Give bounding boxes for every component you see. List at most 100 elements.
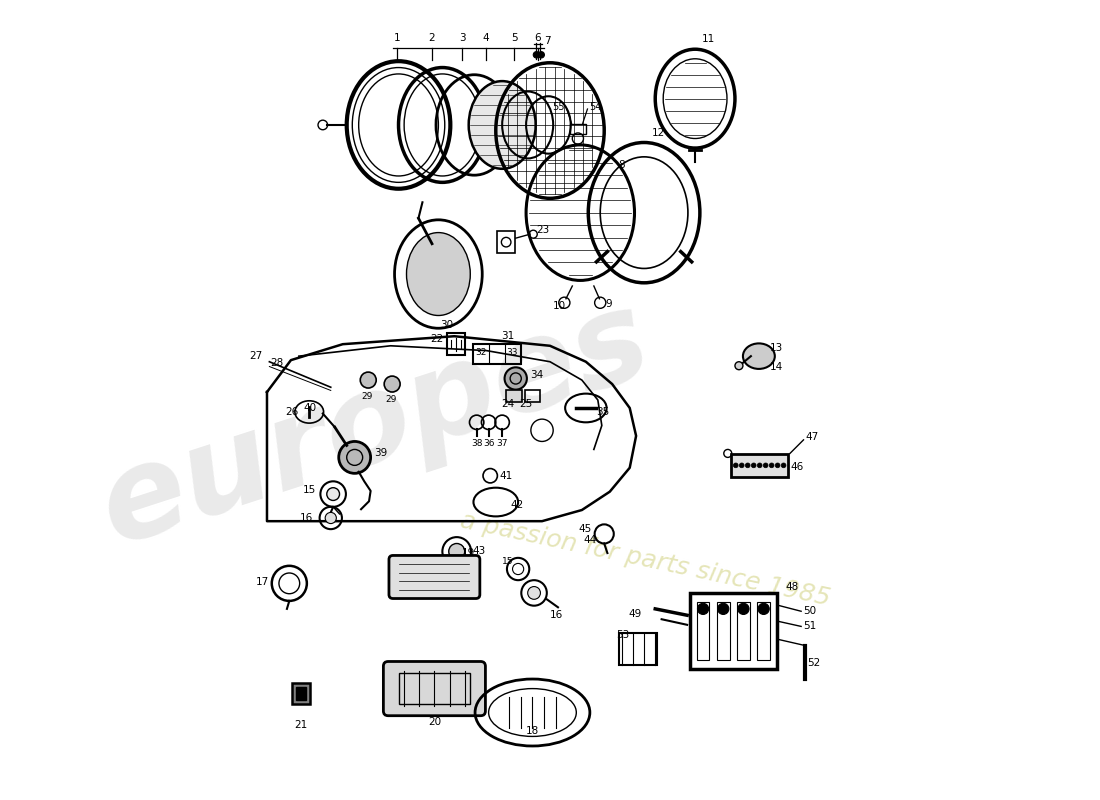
Circle shape	[746, 463, 750, 468]
Text: 34: 34	[530, 370, 543, 380]
Ellipse shape	[407, 233, 471, 315]
Circle shape	[538, 52, 544, 58]
Text: 25: 25	[519, 399, 532, 409]
Text: 38: 38	[471, 439, 483, 448]
Text: 16: 16	[550, 610, 563, 620]
Bar	[296, 687, 307, 700]
Text: a passion for parts since 1985: a passion for parts since 1985	[459, 509, 833, 610]
Text: europes: europes	[85, 278, 664, 570]
Circle shape	[534, 52, 540, 58]
Text: 53: 53	[616, 630, 629, 640]
Bar	[506, 390, 522, 402]
Text: 40: 40	[304, 403, 317, 413]
Bar	[690, 594, 778, 669]
Bar	[732, 454, 789, 477]
Text: 13: 13	[770, 343, 783, 353]
Text: 28: 28	[271, 358, 284, 368]
Text: 4: 4	[483, 33, 490, 43]
Text: 31: 31	[502, 331, 515, 342]
Text: 36: 36	[483, 439, 494, 448]
Text: 15: 15	[503, 557, 514, 566]
Text: 42: 42	[510, 500, 524, 510]
Text: 51: 51	[803, 622, 817, 631]
Circle shape	[361, 372, 376, 388]
Circle shape	[738, 603, 749, 614]
Text: 6: 6	[535, 33, 541, 43]
Text: 52: 52	[807, 658, 821, 668]
Circle shape	[776, 463, 780, 468]
Text: 55: 55	[552, 102, 565, 112]
Circle shape	[384, 376, 400, 392]
Text: 7: 7	[543, 36, 550, 46]
Circle shape	[757, 463, 762, 468]
Text: 41: 41	[499, 470, 513, 481]
Circle shape	[339, 442, 371, 474]
Ellipse shape	[469, 81, 536, 169]
Text: 12: 12	[652, 128, 666, 138]
Text: 26: 26	[285, 407, 298, 417]
Circle shape	[735, 362, 743, 370]
Circle shape	[449, 543, 464, 559]
Bar	[293, 683, 310, 704]
FancyBboxPatch shape	[384, 662, 485, 716]
Text: 11: 11	[702, 34, 715, 44]
Bar	[497, 231, 515, 254]
Circle shape	[717, 603, 729, 614]
Circle shape	[751, 463, 756, 468]
FancyBboxPatch shape	[389, 555, 480, 598]
Ellipse shape	[742, 343, 774, 369]
Bar	[398, 674, 471, 704]
Bar	[526, 390, 540, 402]
Bar	[618, 633, 657, 665]
Circle shape	[505, 367, 527, 390]
Circle shape	[327, 488, 340, 501]
Text: 43: 43	[473, 546, 486, 557]
Text: 50: 50	[803, 606, 816, 616]
Text: 16: 16	[300, 513, 313, 523]
Text: 20: 20	[428, 717, 441, 727]
Text: 30: 30	[440, 320, 453, 330]
Text: 48: 48	[785, 582, 799, 592]
Bar	[473, 344, 521, 364]
Text: 44: 44	[583, 534, 596, 545]
Bar	[737, 602, 750, 660]
Text: 29: 29	[385, 395, 396, 405]
Text: 33: 33	[506, 348, 517, 357]
Circle shape	[739, 463, 744, 468]
Bar	[448, 333, 464, 355]
Circle shape	[734, 463, 738, 468]
Text: 35: 35	[596, 407, 609, 417]
Text: 37: 37	[496, 439, 508, 448]
Text: 2: 2	[429, 33, 436, 43]
Text: 22: 22	[430, 334, 443, 345]
Text: 24: 24	[502, 399, 515, 409]
Text: 17: 17	[256, 577, 270, 586]
Text: 32: 32	[476, 348, 487, 357]
Circle shape	[528, 586, 540, 599]
Text: 14: 14	[770, 362, 783, 372]
Text: 46: 46	[790, 462, 803, 472]
Bar	[570, 124, 586, 134]
Circle shape	[769, 463, 774, 468]
Text: 19: 19	[462, 548, 475, 558]
Text: 39: 39	[374, 449, 387, 458]
Text: 10: 10	[552, 301, 565, 311]
Text: 15: 15	[302, 485, 316, 495]
Text: 23: 23	[537, 225, 550, 235]
Circle shape	[326, 513, 337, 523]
Text: 18: 18	[526, 726, 539, 736]
Text: 49: 49	[628, 609, 641, 618]
Text: 47: 47	[806, 433, 820, 442]
Text: 27: 27	[250, 351, 263, 361]
Text: 45: 45	[579, 524, 592, 534]
Text: 21: 21	[295, 720, 308, 730]
Text: 54: 54	[590, 102, 602, 112]
Circle shape	[781, 463, 786, 468]
Circle shape	[697, 603, 708, 614]
Circle shape	[758, 603, 769, 614]
Bar	[696, 602, 710, 660]
Text: 29: 29	[361, 391, 372, 401]
Text: 1: 1	[394, 33, 400, 43]
Text: 5: 5	[510, 33, 517, 43]
Bar	[757, 602, 770, 660]
